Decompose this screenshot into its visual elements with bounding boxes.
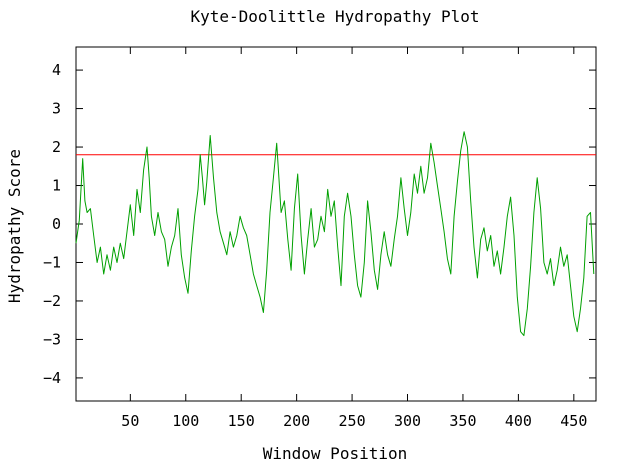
x-tick-label: 450 [560, 412, 587, 430]
y-tick-label: 2 [52, 138, 61, 156]
y-tick-label: −3 [43, 330, 61, 348]
x-tick-label: 200 [283, 412, 310, 430]
x-tick-label: 150 [228, 412, 255, 430]
y-tick-label: −4 [43, 369, 61, 387]
y-tick-label: −2 [43, 292, 61, 310]
hydropathy-series-line [75, 131, 595, 337]
y-tick-label: 3 [52, 100, 61, 118]
x-axis-ticks: 50 100 150 200 250 300 350 400 450 [121, 47, 587, 430]
y-tick-label: 4 [52, 61, 61, 79]
x-tick-label: 350 [449, 412, 476, 430]
y-axis-ticks: −4 −3 −2 −1 0 1 2 3 4 [43, 61, 596, 387]
chart-title: Kyte-Doolittle Hydropathy Plot [191, 7, 480, 26]
y-tick-label: 1 [52, 177, 61, 195]
x-tick-label: 250 [339, 412, 366, 430]
x-tick-label: 100 [172, 412, 199, 430]
x-axis-label: Window Position [263, 444, 408, 462]
y-tick-label: 0 [52, 215, 61, 233]
x-tick-label: 50 [121, 412, 139, 430]
y-axis-label: Hydropathy Score [5, 149, 24, 303]
plot-area [75, 131, 596, 337]
x-tick-label: 400 [505, 412, 532, 430]
y-tick-label: −1 [43, 253, 61, 271]
x-tick-label: 300 [394, 412, 421, 430]
